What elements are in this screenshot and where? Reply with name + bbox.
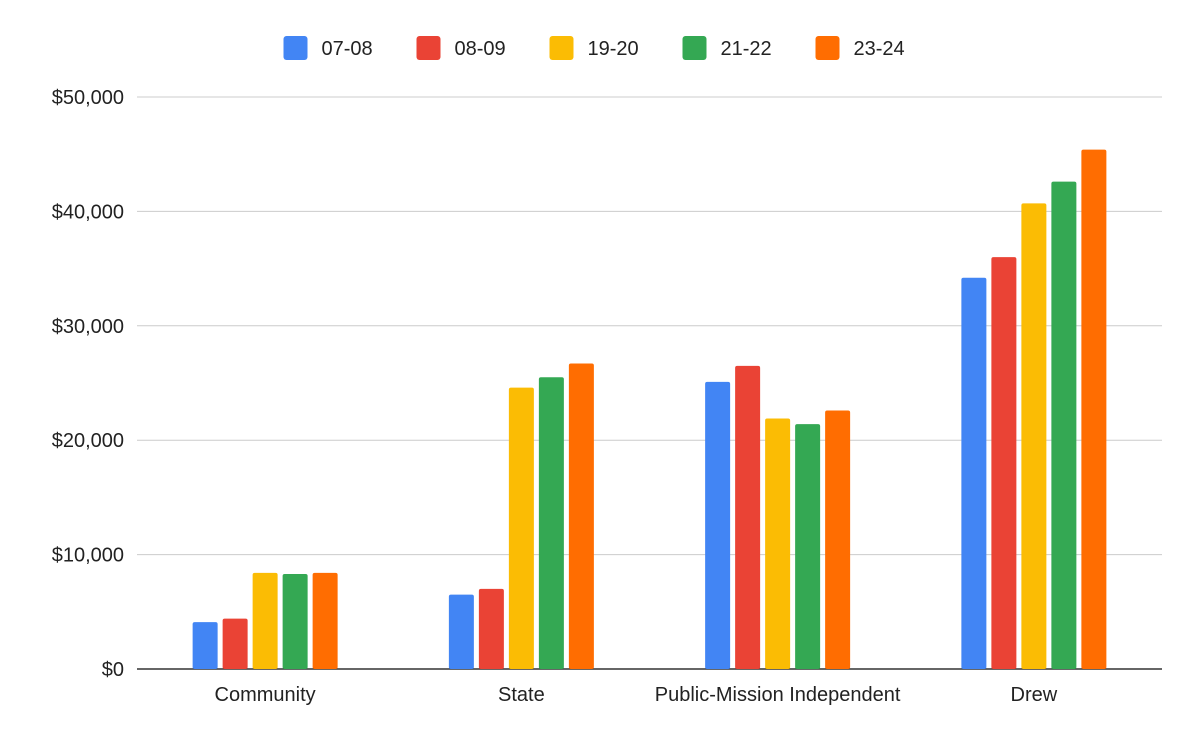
bar-23-24-community [312, 572, 338, 669]
legend-item: 19-20 [549, 36, 639, 60]
bar-21-22-community [282, 574, 308, 669]
legend-swatch [682, 36, 707, 60]
y-tick-label: $0 [102, 659, 124, 681]
legend-label: 21-22 [721, 38, 772, 60]
bar-21-22-public-mission-independent [795, 424, 821, 669]
chart-legend: 07-08 08-09 19-20 21-22 23-24 [283, 36, 905, 60]
bar-08-09-public-mission-independent [735, 365, 761, 669]
legend-label: 07-08 [322, 38, 373, 60]
y-tick-label: $10,000 [52, 545, 124, 567]
y-tick-label: $30,000 [52, 316, 124, 338]
legend-item: 23-24 [815, 36, 905, 60]
bar-19-20-public-mission-independent [765, 418, 791, 669]
x-axis: Community State Public-Mission Independent… [215, 684, 1058, 706]
x-category-label: State [498, 684, 545, 706]
grid-lines [137, 96, 1162, 670]
bar-19-20-drew [1021, 203, 1047, 669]
bar-19-20-community [252, 572, 278, 669]
legend-swatch [416, 36, 441, 60]
bar-23-24-drew [1081, 149, 1107, 669]
bar-23-24-public-mission-independent [825, 410, 851, 669]
bar-07-08-drew [961, 277, 987, 669]
bars [192, 149, 1107, 669]
bar-19-20-state [508, 387, 534, 669]
x-category-label: Drew [1011, 684, 1058, 706]
y-tick-label: $20,000 [52, 430, 124, 452]
legend-swatch [815, 36, 840, 60]
bar-08-09-community [222, 618, 248, 669]
legend-label: 23-24 [854, 38, 905, 60]
bar-23-24-state [568, 363, 594, 669]
x-category-label: Public-Mission Independent [655, 684, 901, 706]
bar-08-09-drew [991, 257, 1017, 669]
bar-21-22-state [538, 377, 564, 669]
bar-07-08-community [192, 622, 218, 669]
x-category-label: Community [215, 684, 316, 706]
bar-08-09-state [478, 588, 504, 669]
legend-swatch [283, 36, 308, 60]
legend-item: 07-08 [283, 36, 373, 60]
legend-item: 21-22 [682, 36, 772, 60]
legend-item: 08-09 [416, 36, 506, 60]
bar-21-22-drew [1051, 181, 1077, 669]
y-tick-label: $40,000 [52, 201, 124, 223]
bar-07-08-public-mission-independent [705, 381, 731, 669]
y-axis: $0 $10,000 $20,000 $30,000 $40,000 $50,000 [52, 87, 124, 681]
legend-label: 08-09 [455, 38, 506, 60]
bar-07-08-state [448, 594, 474, 669]
legend-swatch [549, 36, 574, 60]
legend-label: 19-20 [588, 38, 639, 60]
y-tick-label: $50,000 [52, 87, 124, 109]
